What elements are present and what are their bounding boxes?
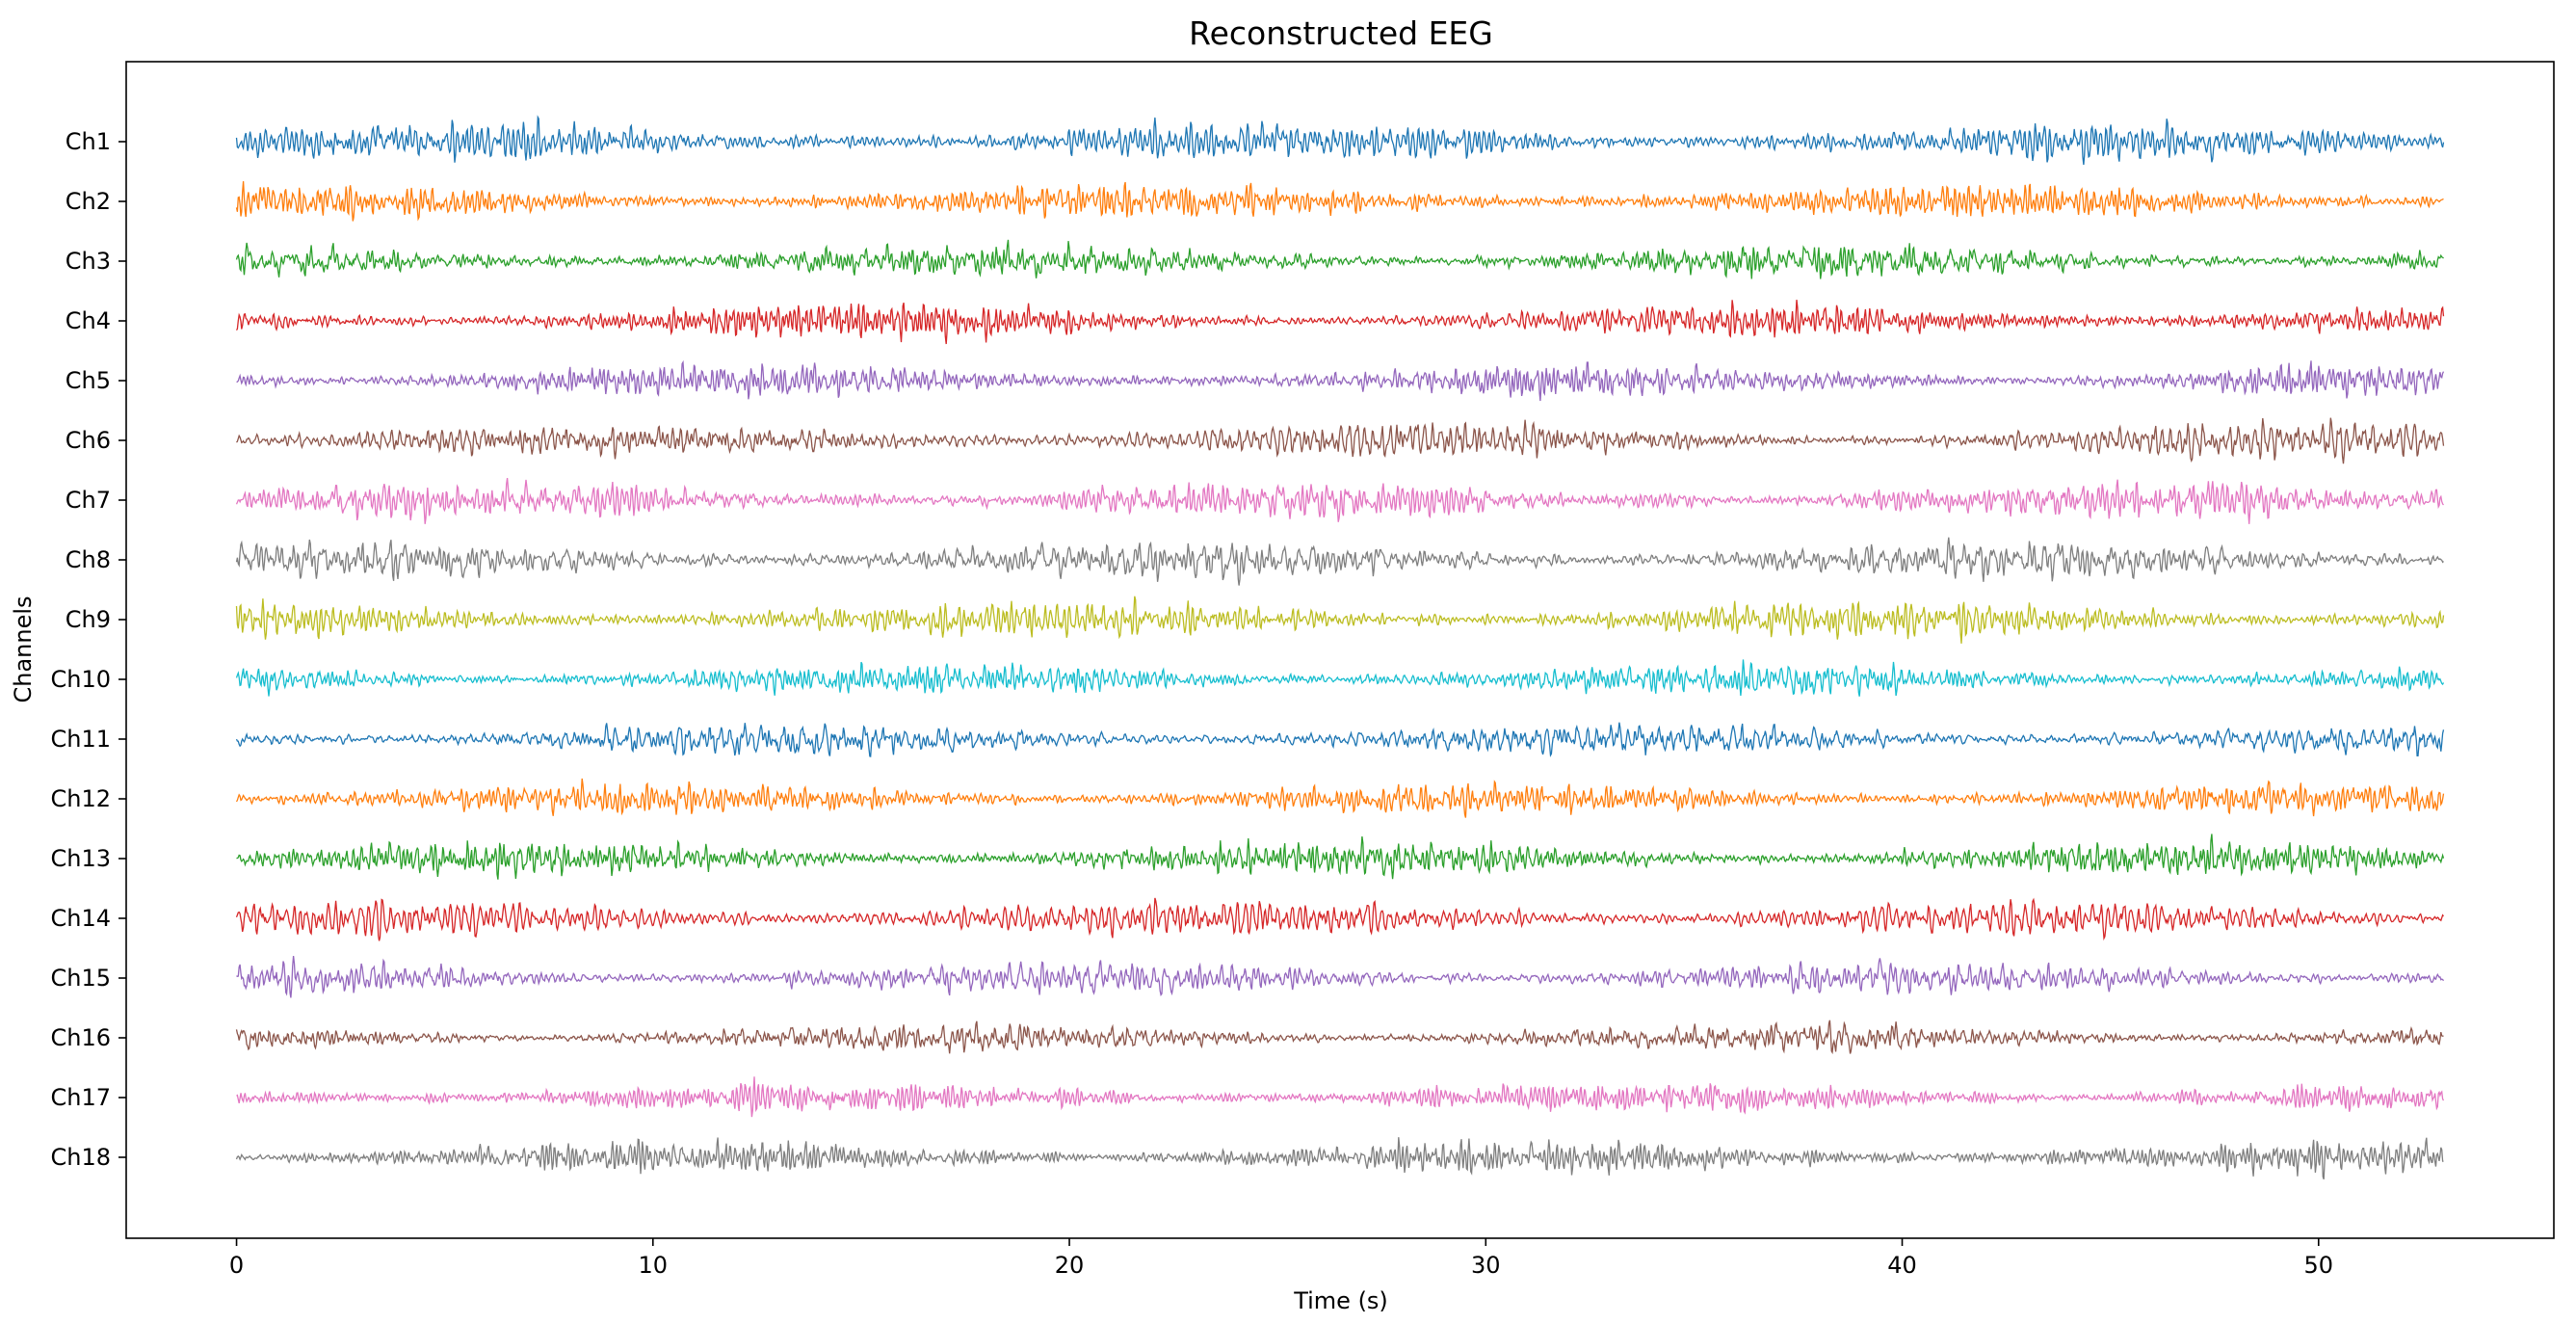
series-line-ch12 — [235, 778, 2445, 818]
series-line-ch3 — [235, 239, 2444, 279]
series-line-ch4 — [235, 300, 2445, 345]
y-tick-label: Ch2 — [66, 188, 111, 215]
y-tick-label: Ch9 — [66, 606, 111, 633]
y-tick-label: Ch16 — [50, 1024, 111, 1051]
y-tick-label: Ch7 — [66, 487, 111, 514]
y-tick-label: Ch10 — [50, 666, 111, 693]
series-line-ch17 — [236, 1076, 2445, 1118]
y-axis: Ch1 Ch2 Ch3 Ch4 Ch5 Ch6 Ch7 Ch8 Ch9 Ch10 Ch11 Ch12 C… — [50, 128, 126, 1171]
x-tick-label: 10 — [639, 1252, 669, 1279]
y-tick-label: Ch15 — [50, 965, 111, 992]
x-tick-label: 40 — [1887, 1252, 1917, 1279]
y-tick-label: Ch6 — [66, 427, 111, 454]
y-tick-label: Ch3 — [66, 248, 111, 275]
y-tick-label: Ch4 — [66, 307, 111, 334]
x-tick-label: 20 — [1055, 1252, 1085, 1279]
series-line-ch14 — [235, 897, 2445, 941]
series-line-ch7 — [235, 478, 2445, 524]
axes-frame — [125, 61, 2555, 1239]
series-line-ch9 — [235, 596, 2445, 644]
series-line-ch5 — [236, 359, 2445, 402]
x-axis-label: Time (s) — [1293, 1287, 1388, 1314]
y-tick-label: Ch12 — [50, 785, 111, 812]
series-line-ch15 — [236, 956, 2445, 998]
series-line-ch16 — [235, 1019, 2444, 1055]
series-line-ch11 — [235, 722, 2445, 757]
series-line-ch18 — [235, 1137, 2444, 1180]
y-tick-label: Ch14 — [50, 905, 111, 932]
series-line-ch1 — [235, 115, 2445, 165]
y-tick-label: Ch13 — [50, 845, 111, 872]
x-axis: 0 10 20 30 40 50 — [229, 1238, 2333, 1279]
chart-title: Reconstructed EEG — [1189, 14, 1493, 52]
x-tick-label: 50 — [2304, 1252, 2334, 1279]
x-tick-label: 30 — [1471, 1252, 1501, 1279]
series-line-ch2 — [235, 181, 2444, 222]
y-tick-label: Ch8 — [66, 546, 111, 573]
y-tick-label: Ch11 — [50, 726, 111, 753]
y-tick-label: Ch17 — [50, 1084, 111, 1111]
x-tick-label: 0 — [229, 1252, 244, 1279]
series-line-ch6 — [235, 417, 2445, 464]
series-line-ch13 — [236, 834, 2445, 880]
y-tick-label: Ch5 — [66, 367, 111, 394]
y-axis-label: Channels — [10, 596, 37, 702]
plot-area — [235, 115, 2445, 1180]
series-line-ch8 — [235, 537, 2444, 586]
y-tick-label: Ch18 — [50, 1144, 111, 1171]
series-line-ch10 — [235, 659, 2445, 697]
y-tick-label: Ch1 — [66, 128, 111, 155]
